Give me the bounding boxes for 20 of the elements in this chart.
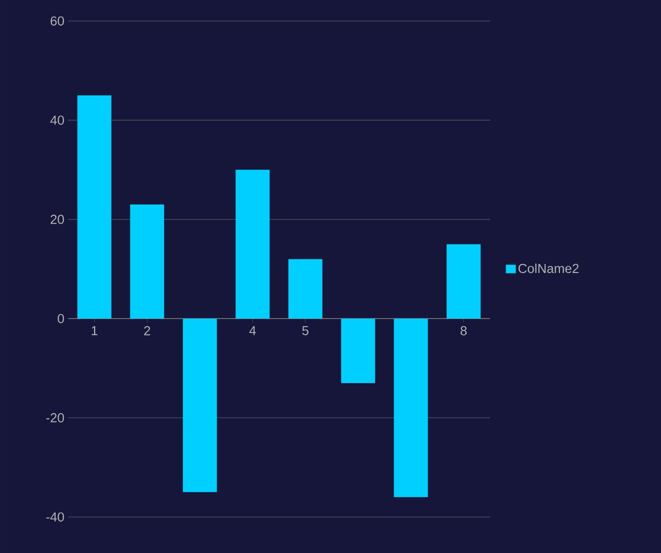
legend-label: ColName2	[518, 264, 579, 274]
bar	[182, 318, 217, 492]
bar	[394, 318, 428, 498]
bar	[77, 95, 112, 319]
bar	[446, 244, 481, 319]
y-tick-label: 60	[50, 16, 64, 26]
bar	[341, 318, 376, 384]
y-tick-label: -40	[46, 512, 64, 522]
y-tick-label: 40	[50, 116, 64, 125]
bar	[236, 170, 270, 319]
x-tick-label: 5	[302, 326, 308, 336]
y-tick-label: -20	[46, 413, 64, 422]
bar	[130, 204, 164, 319]
x-tick-label: 8	[460, 326, 467, 336]
x-tick-label: 4	[249, 326, 256, 336]
y-tick-label: 20	[50, 214, 64, 224]
x-tick-label: 2	[144, 326, 150, 336]
bar	[288, 259, 322, 319]
y-tick-label: 0	[58, 314, 64, 324]
x-tick-label: 1	[92, 326, 98, 336]
